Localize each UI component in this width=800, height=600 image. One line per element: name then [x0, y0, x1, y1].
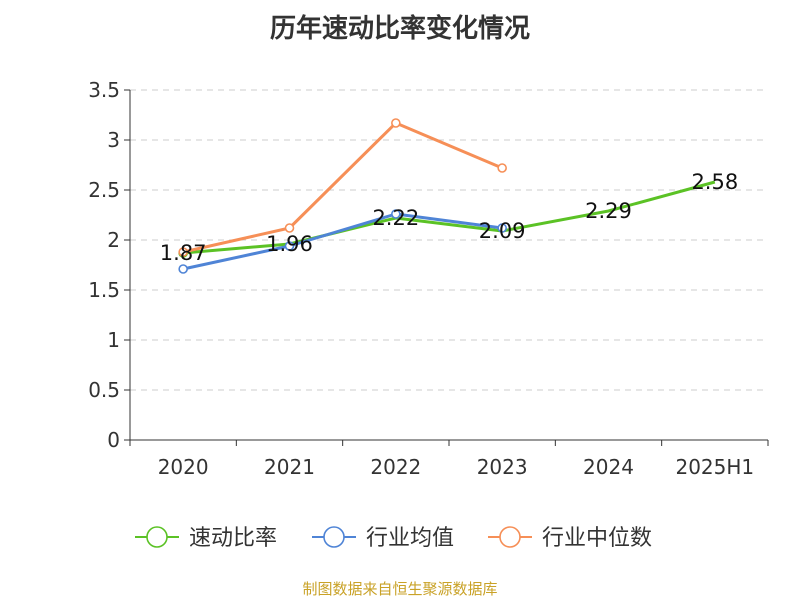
- x-tick-label: 2022: [370, 455, 421, 479]
- grid-lines: [130, 89, 768, 391]
- legend-marker: [499, 526, 521, 548]
- source-note: 制图数据来自恒生聚源数据库: [302, 580, 498, 598]
- y-tick-label: 3: [107, 128, 120, 152]
- x-tick-label: 2025H1: [675, 455, 754, 479]
- y-tick-label: 0.5: [88, 378, 120, 402]
- data-label: 2.29: [585, 199, 632, 223]
- legend-item-2[interactable]: 行业中位数: [488, 526, 652, 551]
- series-point: [178, 247, 188, 257]
- series-point: [178, 264, 188, 274]
- x-tick-label: 2021: [264, 455, 315, 479]
- data-label: 1.87: [160, 241, 207, 265]
- legend-label: 行业中位数: [542, 526, 652, 551]
- x-tick-label: 2024: [583, 455, 634, 479]
- series-line-0: [183, 180, 716, 255]
- legend-item-1[interactable]: 行业均值: [312, 526, 454, 551]
- series-point: [497, 223, 507, 233]
- series-line-1: [182, 212, 503, 271]
- y-tick-label: 2: [107, 228, 120, 252]
- legend-label: 速动比率: [189, 526, 277, 551]
- data-labels: 1.87 1.96 2.22 2.09 2.29 2.58: [160, 170, 738, 265]
- axes: 0 0.5 1 1.5 2 2.5 3 3.5 2020 2021 2022 2023 2024 2025…: [88, 78, 769, 479]
- y-tick-label: 1: [107, 328, 120, 352]
- y-tick-label: 3.5: [88, 78, 120, 102]
- series-point: [284, 241, 295, 251]
- series-point: [497, 163, 507, 173]
- data-label: 2.09: [479, 219, 526, 243]
- data-label: 2.22: [372, 206, 419, 230]
- x-tick-label: 2020: [158, 455, 209, 479]
- series-line-2: [182, 121, 503, 254]
- legend-marker: [146, 526, 168, 548]
- legend-item-0[interactable]: 速动比率: [135, 526, 277, 551]
- data-label: 1.96: [266, 232, 313, 256]
- series-lines: [178, 118, 716, 274]
- series-point: [284, 223, 295, 233]
- x-tick-label: 2023: [477, 455, 528, 479]
- series-point: [391, 209, 401, 219]
- legend-label: 行业均值: [366, 526, 454, 551]
- chart-title: 历年速动比率变化情况: [269, 14, 530, 44]
- legend[interactable]: 速动比率 行业均值 行业中位数: [135, 526, 652, 551]
- y-tick-label: 1.5: [88, 278, 120, 302]
- data-label: 2.58: [691, 170, 738, 194]
- legend-marker: [323, 526, 345, 548]
- y-tick-label: 2.5: [88, 178, 120, 202]
- series-point: [391, 118, 401, 128]
- y-tick-label: 0: [107, 428, 120, 452]
